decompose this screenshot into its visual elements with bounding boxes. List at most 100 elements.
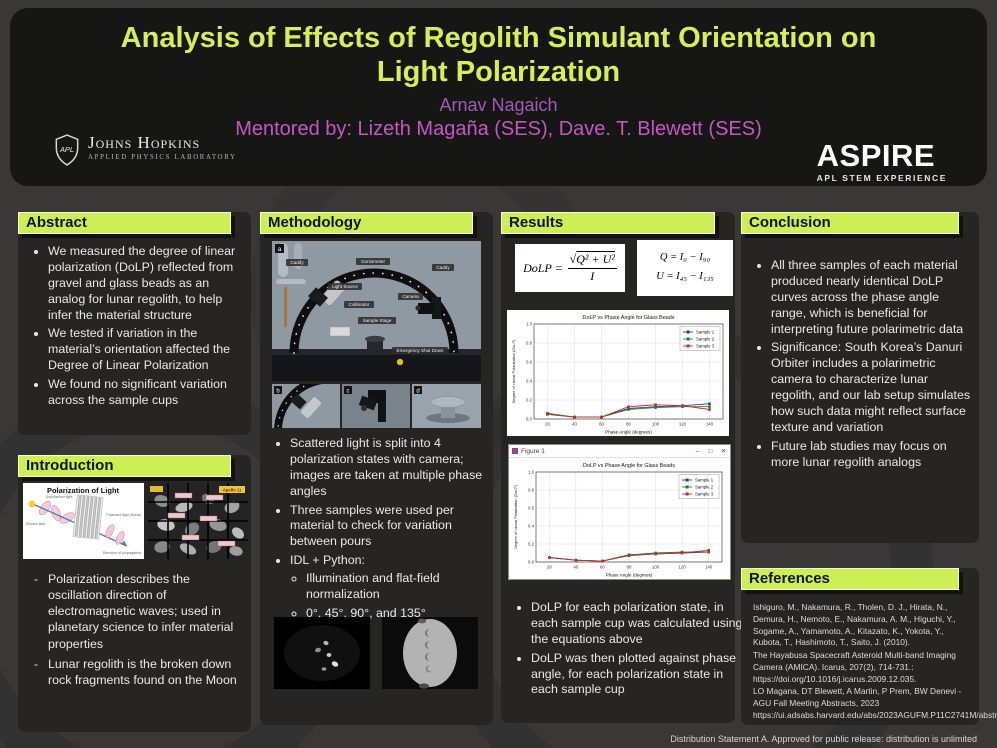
window-close-button[interactable]: ✕ — [720, 448, 727, 455]
poster-title: Analysis of Effects of Regolith Simulant… — [120, 22, 877, 88]
sample-stage-label: Sample Stage — [363, 318, 392, 323]
bullet-item: Significance: South Korea’s Danuri Orbit… — [771, 340, 973, 435]
svg-text:60: 60 — [599, 422, 604, 427]
figure-window-title: Figure 1 — [521, 447, 545, 455]
reference-entry: LO Magana, DT Blewett, A Martin, P Prem,… — [753, 686, 997, 720]
label-direction: Direction of propagation — [103, 551, 141, 555]
svg-text:120: 120 — [679, 422, 687, 427]
dolp-equation: DoLP = √Q² + U² I — [515, 244, 625, 292]
sub-bullet-item: Illumination and flat-field normalizatio… — [306, 571, 487, 603]
calibration-card — [329, 326, 351, 337]
mineral-badges — [167, 492, 236, 547]
svg-text:DoLP vs Phase Angle for Glass: DoLP vs Phase Angle for Glass Beads — [583, 315, 675, 321]
svg-text:d: d — [416, 388, 419, 394]
introduction-bullets: Polarization describes the oscillation d… — [26, 571, 245, 688]
svg-text:Sample 3: Sample 3 — [695, 492, 714, 497]
aspire-logo-name: ASPIRE — [816, 138, 936, 173]
aspire-logo-sub: APL STEM EXPERIENCE — [816, 173, 947, 183]
conclusion-heading: Conclusion — [741, 212, 959, 234]
dark-crescents — [425, 629, 434, 673]
panel-a-badge — [275, 244, 284, 253]
bullet-item: Future lab studies may focus on more lun… — [771, 439, 973, 471]
sample-image-bright — [382, 617, 478, 689]
svg-text:Sample 1: Sample 1 — [695, 478, 714, 483]
bullet-item: Scattered light is split into 4 polariza… — [290, 436, 487, 500]
distribution-statement: Distribution Statement A. Approved for p… — [670, 734, 977, 744]
detail-photo-b: b — [272, 384, 340, 428]
svg-text:Phase Angle (degrees): Phase Angle (degrees) — [605, 430, 652, 435]
goniometer-apparatus-photo: a Caddy Goniometer Caddy Light Source Co… — [272, 241, 481, 381]
bullet-item: All three samples of each material produ… — [771, 258, 973, 337]
label-polarized: Polarized light (linear) — [106, 513, 141, 517]
bullet-item: DoLP for each polarization state, in eac… — [531, 600, 746, 648]
svg-text:b: b — [276, 388, 280, 394]
scale-badge — [150, 486, 163, 492]
dolp-equation-lhs: DoLP = — [523, 260, 563, 275]
label-unpolarized: Unpolarized light — [46, 495, 73, 499]
svg-text:120: 120 — [679, 565, 687, 570]
author-name: Arnav Nagaich — [439, 94, 558, 115]
window-maximize-button[interactable]: □ — [708, 447, 713, 455]
abstract-heading: Abstract — [18, 212, 231, 234]
apparatus-labels: Caddy Goniometer Caddy Light Source Coll… — [286, 258, 454, 354]
svg-text:80: 80 — [626, 422, 631, 427]
jhu-logo-sub: APPLIED PHYSICS LABORATORY — [88, 154, 237, 161]
propagation-arrowhead — [121, 540, 127, 546]
references-panel: References Ishiguro, M., Nakamura, R., T… — [741, 568, 997, 725]
light-source-label: Light Source — [332, 284, 358, 289]
methodology-heading: Methodology — [260, 212, 473, 234]
emergency-label: Emergency Shut Down — [397, 348, 444, 353]
caddy-left-label: Caddy — [290, 260, 304, 265]
results-panel: Results DoLP = √Q² + U² I Q = I₀ − I₉₀ U… — [501, 212, 742, 723]
figure-window-icon — [512, 448, 518, 454]
u-equation: U = I₄₅ − I₁₃₅ — [656, 271, 714, 282]
dolp-chart-glass-beads-2: 0.0 0.2 0.4 0.6 0.8 1.0 20 40 60 80 100 120 140 DoLP … — [509, 458, 728, 579]
q-equation: Q = I₀ − I₉₀ — [659, 252, 711, 264]
sqrt-sign: √ — [569, 252, 577, 266]
poster-header: Analysis of Effects of Regolith Simulant… — [10, 8, 987, 186]
introduction-panel: Introduction Polarization of Light — [18, 455, 251, 732]
svg-text:0.4: 0.4 — [526, 379, 533, 384]
bullet-item: We measured the degree of linear polariz… — [48, 244, 245, 323]
svg-text:80: 80 — [627, 565, 632, 570]
sample-stage-shape — [365, 335, 385, 351]
figure-window: Figure 1 – □ ✕ 0.0 0.2 0.4 0.6 0.8 1.0 20 40 60 8… — [508, 444, 731, 580]
apl-shield-icon: APL — [55, 134, 79, 166]
svg-text:0.8: 0.8 — [528, 488, 535, 493]
dolp-equation-numerator: Q² + U² — [576, 252, 615, 266]
apollo-badge — [219, 486, 245, 493]
svg-text:20: 20 — [545, 422, 550, 427]
detail-photo-d: d — [412, 384, 481, 428]
polarized-waves — [105, 524, 125, 545]
jhu-apl-logo: APL Johns Hopkins APPLIED PHYSICS LABORA… — [54, 134, 237, 166]
arch-lights — [293, 272, 455, 354]
svg-text:Sample 3: Sample 3 — [696, 344, 715, 349]
svg-text:0.0: 0.0 — [526, 417, 533, 422]
bullet-item: We tested if variation in the material’s… — [48, 326, 245, 374]
label-efield: Electric field — [26, 522, 45, 526]
methodology-panel: Methodology — [260, 212, 493, 725]
svg-text:Sample 1: Sample 1 — [696, 330, 715, 335]
svg-text:100: 100 — [652, 565, 660, 570]
unpolarized-waves — [39, 500, 75, 524]
bullet-item: Three samples were used per material to … — [290, 503, 487, 551]
table-edge — [272, 349, 481, 355]
results-bullets: DoLP for each polarization state, in eac… — [511, 600, 746, 701]
svg-text:0.4: 0.4 — [528, 524, 535, 529]
svg-text:40: 40 — [573, 565, 578, 570]
sub-bullet-item: 0°, 45°, 90°, and 135° — [306, 606, 487, 622]
caddy-right-label: Caddy — [436, 265, 450, 270]
reference-entry: Ishiguro, M., Nakamura, R., Tholen, D. J… — [753, 602, 956, 648]
bullet-item: Polarization describes the oscillation d… — [34, 571, 245, 652]
svg-text:140: 140 — [706, 422, 714, 427]
camera-label: Camera — [402, 294, 419, 299]
window-minimize-button[interactable]: – — [695, 447, 700, 455]
dolp-equation-denominator: I — [590, 269, 595, 283]
table-base — [272, 355, 481, 381]
regolith-sample-figure: Apollo 11 — [148, 483, 248, 559]
svg-text:20: 20 — [547, 565, 552, 570]
bullet-item: IDL + Python: Illumination and flat-fiel… — [290, 553, 487, 622]
results-heading: Results — [501, 212, 715, 234]
edge-grain — [419, 683, 429, 689]
